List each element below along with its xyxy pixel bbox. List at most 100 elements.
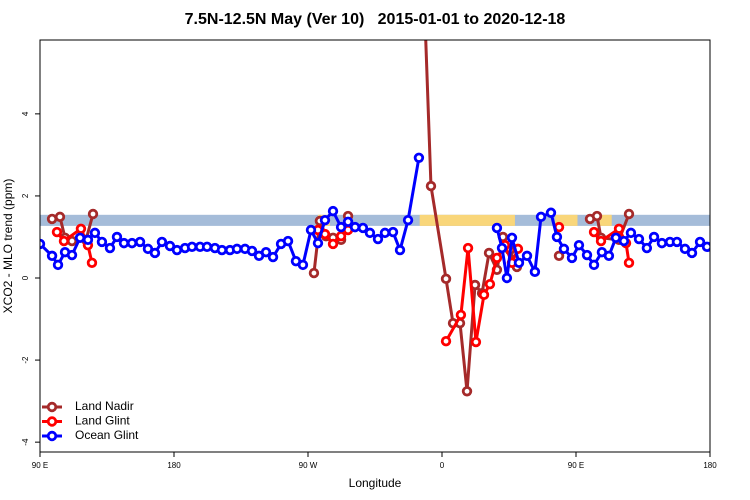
data-point [625,227,637,239]
data-point [613,223,625,234]
y-tick-label: 0 [21,275,30,280]
data-point [591,210,603,222]
data-point [111,231,123,243]
data-point [89,227,101,239]
data-point [566,252,578,264]
data-point [282,235,294,247]
data-point [87,208,99,220]
data-point [246,245,258,257]
data-point [379,227,391,239]
data-point [588,259,600,271]
data-point [46,213,58,225]
data-point [231,243,243,255]
data-point [402,214,414,226]
data-point [149,247,161,259]
data-point [216,244,228,256]
data-point [58,235,70,247]
data-point [501,272,513,284]
data-point [513,257,525,269]
data-point [573,239,585,251]
data-point [656,237,668,249]
data-point [521,250,533,262]
x-tick-label: 0 [440,461,445,470]
x-axis-label: Longitude [349,476,402,490]
data-point [104,242,116,254]
data-point [96,236,108,248]
plot-frame [39,39,711,453]
data-point [171,244,183,256]
data-point [478,289,490,301]
data-point [342,216,354,227]
data-point [701,241,710,253]
data-point [671,236,683,248]
band-highlight [555,214,578,226]
data-point [364,227,376,239]
data-point [267,251,279,263]
reference-band [40,214,710,226]
legend-marker [46,401,58,413]
y-axis-label: XCO2 - MLO trend (ppm) [1,179,15,314]
legend-marker [46,416,58,427]
data-point [394,244,406,256]
data-point [297,259,309,271]
data-point [491,222,503,234]
legend-label: Ocean Glint [75,428,139,442]
data-point [201,241,213,253]
data-point [506,232,518,243]
y-tick-label: -4 [21,438,30,446]
x-tick-label: 90 W [299,461,318,470]
data-point [686,247,698,259]
data-point [484,278,496,290]
data-point [413,152,425,163]
data-point [470,336,482,348]
data-point [623,257,635,269]
x-tick-label: 180 [167,461,181,470]
band-highlight [599,214,612,226]
data-point [75,223,87,234]
data-point [305,224,317,236]
data-point [327,238,339,250]
x-tick-label: 90 E [568,461,584,470]
data-point [372,233,384,245]
data-point [553,250,565,262]
data-point [461,386,473,397]
data-point [134,236,146,248]
series-line [51,40,631,393]
data-point [156,236,168,248]
band-highlight [419,214,515,226]
plot-layer [40,40,710,397]
data-point [440,273,452,285]
data-point [496,242,508,254]
data-point [425,180,437,192]
data-point [335,221,347,233]
y-tick-label: 4 [21,111,30,116]
band-layer [40,214,710,226]
data-point [327,205,339,217]
data-point [142,243,154,255]
data-point [118,237,130,249]
data-point [74,232,86,243]
data-point [126,237,138,249]
data-point [308,267,320,279]
legend-marker [46,430,58,442]
data-point [545,207,557,218]
data-point [319,214,331,226]
data-point [349,221,361,233]
legend-label: Land Nadir [75,399,134,413]
data-point [483,247,495,259]
legend-label: Land Glint [75,414,130,428]
y-tick-label: 2 [21,193,30,198]
data-point [618,235,630,247]
data-point [440,336,452,347]
data-point [558,243,570,255]
y-tick-label: -2 [21,356,30,364]
data-point [387,226,399,238]
data-point [312,237,324,249]
x-tick-label: 90 E [32,461,48,470]
data-point [86,257,98,269]
data-point [51,226,63,238]
data-point [581,249,593,261]
data-point [54,211,66,223]
data-point [679,243,691,255]
